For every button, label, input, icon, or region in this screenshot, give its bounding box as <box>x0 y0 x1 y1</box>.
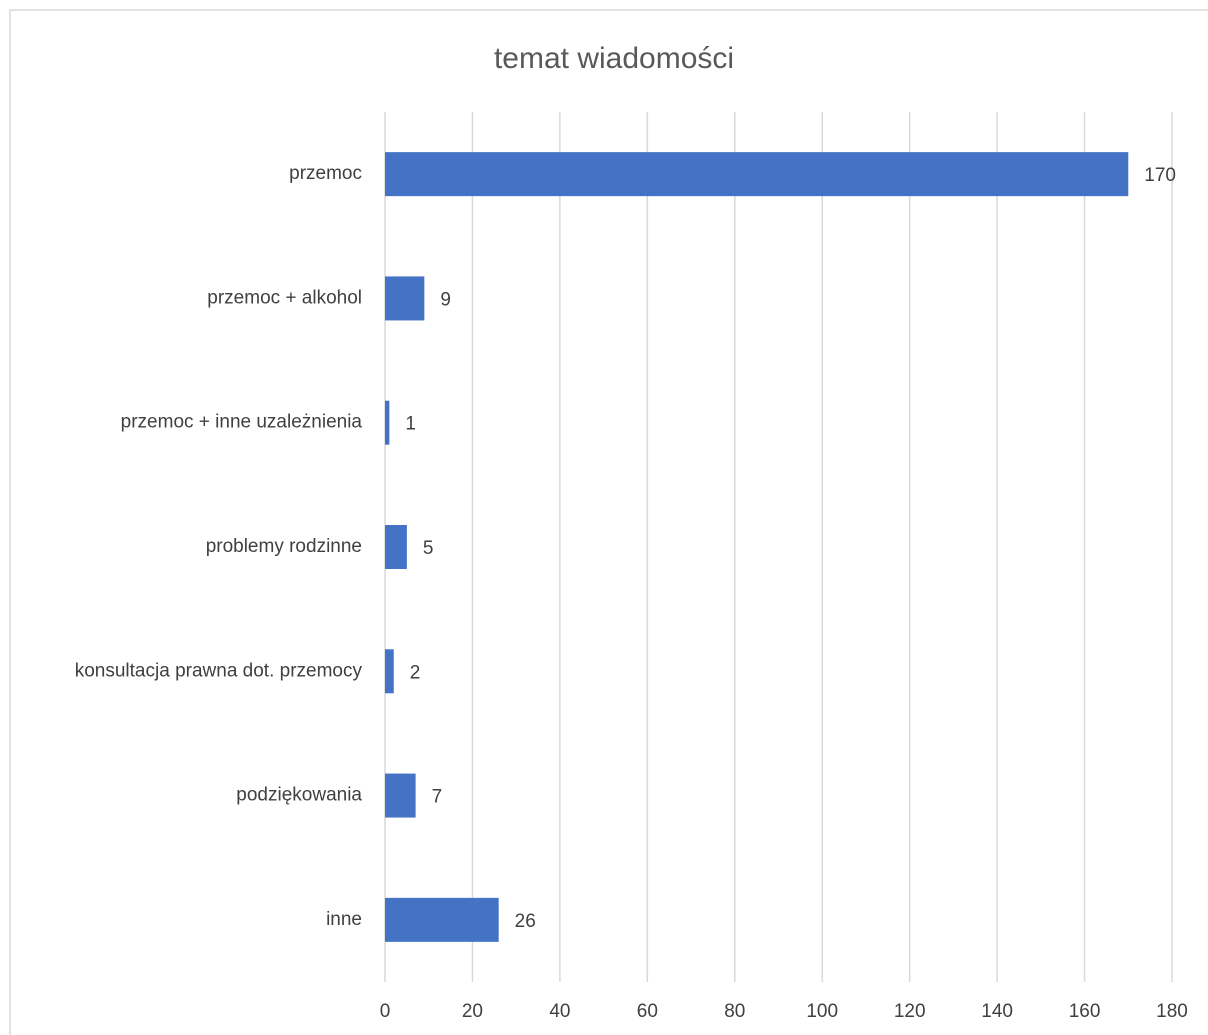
data-label: 2 <box>410 662 421 683</box>
x-tick-label: 140 <box>981 1001 1013 1022</box>
bar <box>385 773 416 818</box>
x-tick-label: 120 <box>894 1001 926 1022</box>
y-tick-label: konsultacja prawna dot. przemocy <box>75 660 363 681</box>
bar <box>385 525 407 569</box>
y-tick-label: inne <box>326 909 362 930</box>
y-tick-label: przemoc <box>289 163 362 184</box>
y-tick-label: problemy rodzinne <box>206 536 362 557</box>
y-tick-label: podziękowania <box>236 785 362 806</box>
x-tick-label: 100 <box>806 1001 838 1022</box>
bar <box>385 897 499 942</box>
chart-title: temat wiadomości <box>494 42 734 75</box>
data-label: 1 <box>405 414 416 435</box>
bar <box>385 152 1129 197</box>
bar <box>385 400 390 445</box>
x-tick-label: 80 <box>724 1001 745 1022</box>
data-label: 7 <box>432 787 443 808</box>
data-label: 170 <box>1144 165 1176 186</box>
x-tick-label: 180 <box>1156 1001 1188 1022</box>
y-tick-label: przemoc + inne uzależnienia <box>121 412 363 433</box>
x-tick-label: 160 <box>1069 1001 1101 1022</box>
data-label: 5 <box>423 538 434 559</box>
x-tick-label: 0 <box>380 1001 391 1022</box>
x-tick-label: 40 <box>549 1001 570 1022</box>
data-label: 9 <box>440 289 451 310</box>
bar <box>385 276 425 321</box>
bar <box>385 649 394 694</box>
data-label: 26 <box>515 911 536 932</box>
x-tick-label: 20 <box>462 1001 483 1022</box>
x-tick-label: 60 <box>637 1001 658 1022</box>
y-tick-label: przemoc + alkohol <box>207 287 362 308</box>
